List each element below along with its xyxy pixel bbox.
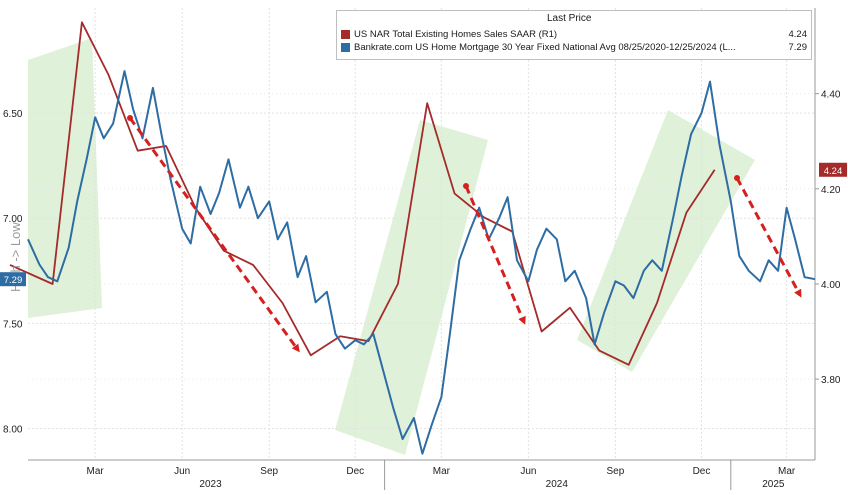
x-tick-label: Jun <box>520 466 536 477</box>
x-year-label: 2024 <box>546 479 569 490</box>
x-year-label: 2025 <box>762 479 785 490</box>
left-tick-label: 6.50 <box>3 109 23 120</box>
series-line-home-sales <box>9 21 716 366</box>
trend-arrow-1 <box>128 117 300 353</box>
trend-arrows <box>127 115 802 353</box>
trend-arrow-2 <box>464 185 526 325</box>
x-tick-label: Sep <box>260 466 278 477</box>
legend-swatch-mortgage-rate <box>341 43 350 52</box>
legend-value-home-sales: 4.24 <box>788 29 808 40</box>
axis-labels: 6.50 7.00 7.50 8.00 4.40 4.20 4.00 3.80 Mar Jun Se… <box>0 90 847 490</box>
x-tick-label: Dec <box>346 466 364 477</box>
x-tick-label: Mar <box>87 466 105 477</box>
right-tick-label: 4.40 <box>821 90 841 101</box>
x-tick-label: Jun <box>174 466 190 477</box>
x-tick-label: Sep <box>607 466 625 477</box>
grid-lines <box>28 8 815 460</box>
legend: Last Price US NAR Total Existing Homes S… <box>336 10 812 60</box>
axes <box>28 8 816 461</box>
left-last-value-tag <box>0 272 26 287</box>
left-tick-label: 8.00 <box>3 424 23 435</box>
legend-header: Last Price <box>547 13 592 24</box>
right-last-value-label: 4.24 <box>824 166 843 177</box>
left-tick-label: 7.00 <box>3 214 23 225</box>
x-year-label: 2023 <box>199 479 222 490</box>
legend-swatch-home-sales <box>341 30 350 39</box>
x-tick-label: Mar <box>433 466 451 477</box>
x-tick-label: Mar <box>778 466 796 477</box>
right-tick-label: 4.00 <box>821 280 841 291</box>
right-tick-label: 4.20 <box>821 185 841 196</box>
series-line-mortgage-rate <box>27 70 816 455</box>
left-last-value-label: 7.29 <box>4 275 23 286</box>
right-last-value-tag <box>819 162 847 177</box>
series-lines <box>9 21 816 455</box>
trend-arrow-3 <box>735 177 802 298</box>
legend-label-home-sales: US NAR Total Existing Homes Sales SAAR (… <box>354 29 558 40</box>
legend-value-mortgage-rate: 7.29 <box>788 42 808 53</box>
right-tick-label: 3.80 <box>821 375 841 386</box>
highlight-band-3 <box>577 110 755 372</box>
legend-label-mortgage-rate: Bankrate.com US Home Mortgage 30 Year Fi… <box>354 42 736 53</box>
x-tick-label: Dec <box>693 466 711 477</box>
highlight-band-2 <box>335 120 488 455</box>
legend-entry-home-sales: US NAR Total Existing Homes Sales SAAR (… <box>341 28 807 41</box>
highlight-bands <box>28 38 755 455</box>
legend-entry-mortgage-rate: Bankrate.com US Home Mortgage 30 Year Fi… <box>341 41 807 54</box>
left-tick-label: 7.50 <box>3 319 23 330</box>
